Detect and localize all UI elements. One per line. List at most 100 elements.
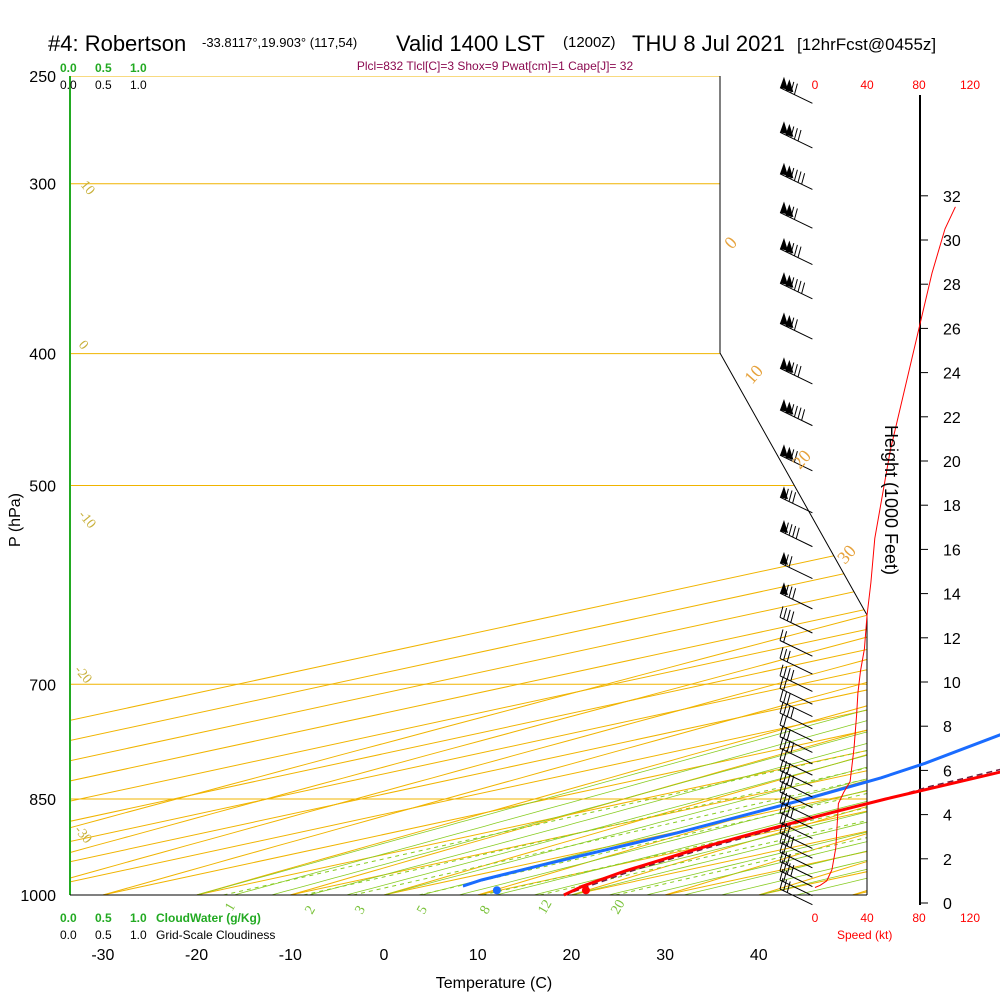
- wind-barb-line: [783, 879, 788, 891]
- stability-indices: Plcl=832 Tlcl[C]=3 Shox=9 Pwat[cm]=1 Cap…: [357, 59, 634, 73]
- dry-adiabat-label: 30: [833, 541, 860, 568]
- wind-barb-line: [783, 666, 788, 678]
- wind-barb-line: [779, 713, 784, 726]
- moist-adiabat-line: [646, 76, 867, 895]
- wind-barb-line: [779, 677, 784, 689]
- wind-barb-line: [786, 609, 791, 621]
- wind-barb: [779, 551, 813, 580]
- wind-barb-staff: [779, 409, 813, 427]
- p-tick-label: 300: [29, 177, 56, 194]
- height-tick-label: 14: [943, 587, 961, 604]
- isotherm-line: [70, 76, 867, 895]
- forecast-info: [12hrFcst@0455z]: [797, 35, 936, 54]
- wind-barb-staff: [779, 496, 813, 514]
- wind-barb-line: [779, 811, 784, 823]
- wind-barb-staff: [779, 791, 813, 809]
- wind-barb-line: [779, 748, 784, 760]
- wind-barb: [779, 357, 813, 385]
- speed-tick-top-80: 80: [912, 78, 926, 92]
- dry-adiabat-line: [96, 76, 867, 895]
- cloudwater-label: CloudWater (g/Kg): [156, 911, 261, 925]
- wind-barb-line: [783, 761, 788, 773]
- station-coords: -33.8117°,19.903° (117,54): [202, 35, 357, 50]
- wind-barb-line: [792, 525, 797, 538]
- wind-barb-staff: [779, 700, 813, 718]
- wind-barb-line: [779, 780, 784, 793]
- speed-tick-bottom-40: 40: [860, 911, 874, 925]
- wind-barb: [779, 486, 813, 514]
- wind-barb-line: [779, 629, 784, 641]
- wind-barb-line: [788, 490, 793, 502]
- dry-adiabat-label: 20: [788, 446, 815, 473]
- isotherm-label: -20: [71, 663, 94, 687]
- wind-barb-line: [801, 409, 806, 421]
- wind-barb-line: [790, 167, 795, 180]
- speed-tick-bottom-80: 80: [912, 911, 926, 925]
- mixing-ratio-line: [353, 353, 867, 895]
- moist-adiabat-line: [496, 76, 867, 895]
- speed-tick-top-40: 40: [860, 78, 874, 92]
- wind-barb-line: [793, 364, 798, 376]
- wind-barb-line: [793, 405, 798, 418]
- station-title: #4: Robertson: [48, 31, 186, 56]
- wind-barb-staff: [779, 770, 813, 787]
- wind-barb-line: [786, 729, 791, 741]
- wind-barb: [779, 840, 813, 869]
- wind-barb-line: [786, 693, 791, 705]
- speed-axis-label: Speed (kt): [837, 928, 892, 942]
- wind-barb-line: [793, 169, 798, 181]
- wind-barb-line: [783, 679, 788, 691]
- wind-barb-line: [786, 773, 791, 785]
- wind-barb: [779, 398, 813, 427]
- wind-barb-line: [783, 727, 788, 739]
- p-tick-label: 1000: [20, 888, 56, 905]
- height-tick-label: 18: [943, 498, 961, 515]
- wind-barb-line: [784, 584, 789, 596]
- isotherm-label: -10: [75, 508, 98, 532]
- wind-barb-line: [788, 586, 793, 598]
- dry-adiabat-line: [70, 76, 867, 895]
- wind-barb-line: [793, 451, 798, 463]
- wind-barb: [779, 444, 813, 472]
- mixing-ratio-label: 5: [414, 903, 430, 917]
- wind-barb-line: [784, 488, 789, 500]
- wind-barb: [779, 629, 813, 657]
- height-tick-label: 26: [943, 321, 961, 338]
- plot-border: [719, 76, 868, 895]
- wind-barb-line: [786, 863, 791, 875]
- wind-barb-line: [779, 868, 784, 881]
- cloudwater-scale-top-0: 0.0: [60, 61, 77, 75]
- wind-barb-line: [783, 803, 788, 815]
- wind-barb-line: [790, 242, 795, 255]
- wind-barb-flag: [780, 357, 788, 371]
- wind-barb-flag: [780, 121, 788, 135]
- wind-barb-staff: [779, 530, 813, 548]
- cloudiness-scale-top-2: 1.0: [130, 78, 147, 92]
- wind-barb-line: [801, 282, 806, 294]
- wind-barb-line: [779, 725, 784, 737]
- dry-adiabat-label: 0: [720, 233, 741, 253]
- wind-barb: [779, 821, 813, 849]
- wind-barb-line: [783, 852, 788, 864]
- chart-background-lines: [69, 76, 921, 905]
- wind-barb: [779, 791, 813, 819]
- wind-barb-line: [783, 861, 788, 873]
- wind-barb-flag: [780, 551, 788, 565]
- x-tick-label: -10: [279, 947, 302, 964]
- wind-barb-staff: [779, 616, 813, 634]
- wind-barb-staff: [779, 87, 813, 104]
- mixing-ratio-line: [223, 353, 867, 895]
- wind-barb: [779, 664, 813, 692]
- wind-barb-staff: [779, 657, 813, 675]
- wind-barb-line: [783, 703, 788, 715]
- wind-barb-line: [790, 317, 795, 329]
- moist-adiabat-line: [383, 76, 867, 895]
- wind-barb-line: [793, 128, 798, 140]
- wind-barb-line: [790, 449, 795, 461]
- moist-adiabat-line: [683, 76, 867, 895]
- wind-barb-line: [779, 831, 784, 843]
- cloudwater-scale-top-2: 1.0: [130, 61, 147, 75]
- wind-barb-line: [786, 705, 791, 717]
- wind-barb-staff: [779, 248, 813, 266]
